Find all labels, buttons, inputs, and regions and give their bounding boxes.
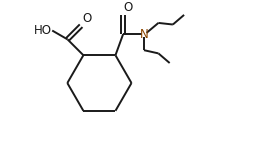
Text: O: O: [124, 1, 133, 14]
Text: HO: HO: [33, 24, 52, 37]
Text: N: N: [140, 28, 148, 41]
Text: O: O: [82, 12, 91, 25]
